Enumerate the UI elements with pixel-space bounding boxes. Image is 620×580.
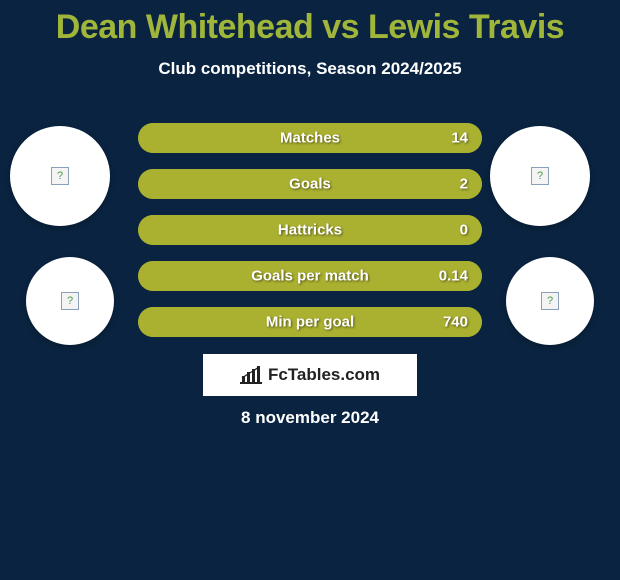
broken-image-icon: ? bbox=[541, 292, 559, 310]
date-label: 8 november 2024 bbox=[241, 408, 379, 428]
broken-image-icon: ? bbox=[51, 167, 69, 185]
stat-bars: Matches 14 Goals 2 Hattricks 0 Goals per… bbox=[138, 123, 482, 353]
broken-image-icon: ? bbox=[531, 167, 549, 185]
stat-row-goals-per-match: Goals per match 0.14 bbox=[138, 261, 482, 291]
stat-value: 0.14 bbox=[439, 268, 468, 285]
stat-row-hattricks: Hattricks 0 bbox=[138, 215, 482, 245]
stat-value: 2 bbox=[460, 176, 468, 193]
page-subtitle: Club competitions, Season 2024/2025 bbox=[0, 59, 620, 79]
avatar-bottom-right: ? bbox=[506, 257, 594, 345]
avatar-top-left: ? bbox=[10, 126, 110, 226]
stat-row-goals: Goals 2 bbox=[138, 169, 482, 199]
brand-text: FcTables.com bbox=[268, 365, 380, 385]
barchart-icon bbox=[240, 366, 262, 384]
stat-label: Goals bbox=[289, 176, 331, 193]
stat-label: Hattricks bbox=[278, 222, 342, 239]
avatar-top-right: ? bbox=[490, 126, 590, 226]
brand-badge: FcTables.com bbox=[203, 354, 417, 396]
avatar-bottom-left: ? bbox=[26, 257, 114, 345]
stat-value: 14 bbox=[451, 130, 468, 147]
stat-label: Goals per match bbox=[251, 268, 369, 285]
stat-label: Matches bbox=[280, 130, 340, 147]
page-title: Dean Whitehead vs Lewis Travis bbox=[0, 0, 620, 47]
broken-image-icon: ? bbox=[61, 292, 79, 310]
stat-row-min-per-goal: Min per goal 740 bbox=[138, 307, 482, 337]
stat-value: 740 bbox=[443, 314, 468, 331]
stat-row-matches: Matches 14 bbox=[138, 123, 482, 153]
stat-value: 0 bbox=[460, 222, 468, 239]
stat-label: Min per goal bbox=[266, 314, 354, 331]
